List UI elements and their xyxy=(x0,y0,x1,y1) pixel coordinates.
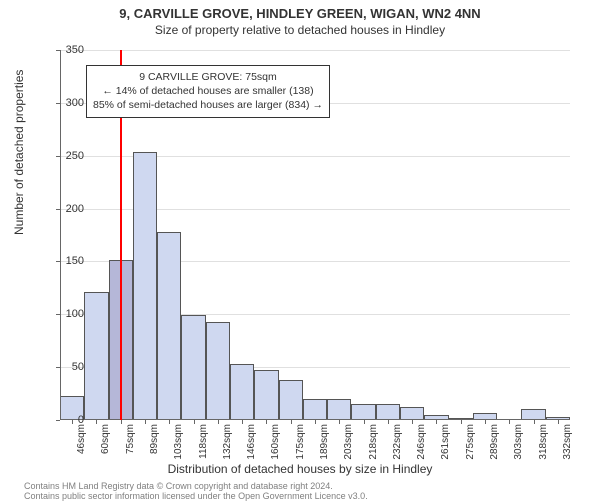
x-tick xyxy=(194,420,195,424)
x-tick-label: 275sqm xyxy=(465,424,476,460)
x-tick-label: 75sqm xyxy=(125,424,136,454)
annotation-line1: 9 CARVILLE GROVE: 75sqm xyxy=(93,70,323,84)
x-tick-label: 146sqm xyxy=(246,424,257,460)
chart-container: 9, CARVILLE GROVE, HINDLEY GREEN, WIGAN,… xyxy=(0,0,600,500)
y-tick-label: 50 xyxy=(54,361,84,373)
x-tick-label: 189sqm xyxy=(319,424,330,460)
x-tick-label: 203sqm xyxy=(343,424,354,460)
x-tick xyxy=(339,420,340,424)
x-tick-label: 332sqm xyxy=(562,424,573,460)
x-tick-label: 175sqm xyxy=(295,424,306,460)
chart-plot-area: 46sqm60sqm75sqm89sqm103sqm118sqm132sqm14… xyxy=(60,50,570,420)
y-tick-label: 0 xyxy=(54,414,84,426)
x-tick-label: 103sqm xyxy=(173,424,184,460)
x-tick xyxy=(145,420,146,424)
y-tick-label: 150 xyxy=(54,255,84,267)
y-tick-label: 200 xyxy=(54,203,84,215)
y-tick-label: 300 xyxy=(54,97,84,109)
chart-title: 9, CARVILLE GROVE, HINDLEY GREEN, WIGAN,… xyxy=(0,0,600,21)
x-tick xyxy=(461,420,462,424)
x-tick xyxy=(364,420,365,424)
x-tick xyxy=(266,420,267,424)
x-tick xyxy=(218,420,219,424)
x-tick-label: 232sqm xyxy=(392,424,403,460)
x-tick xyxy=(96,420,97,424)
x-axis-label: Distribution of detached houses by size … xyxy=(0,462,600,476)
annotation-line2: ← 14% of detached houses are smaller (13… xyxy=(93,84,323,98)
x-tick-label: 261sqm xyxy=(440,424,451,460)
x-tick-label: 89sqm xyxy=(149,424,160,454)
x-tick xyxy=(169,420,170,424)
x-tick-label: 289sqm xyxy=(489,424,500,460)
x-tick xyxy=(558,420,559,424)
y-tick-label: 100 xyxy=(54,308,84,320)
x-tick xyxy=(242,420,243,424)
x-tick xyxy=(291,420,292,424)
x-tick-label: 46sqm xyxy=(76,424,87,454)
x-tick-label: 60sqm xyxy=(100,424,111,454)
x-tick xyxy=(388,420,389,424)
x-tick xyxy=(121,420,122,424)
x-tick xyxy=(485,420,486,424)
x-tick xyxy=(412,420,413,424)
x-tick-label: 318sqm xyxy=(538,424,549,460)
annotation-line3: 85% of semi-detached houses are larger (… xyxy=(93,98,323,112)
x-tick-label: 246sqm xyxy=(416,424,427,460)
x-tick-label: 218sqm xyxy=(368,424,379,460)
y-axis-label: Number of detached properties xyxy=(12,70,26,235)
y-tick-label: 250 xyxy=(54,150,84,162)
attribution-footer: Contains HM Land Registry data © Crown c… xyxy=(24,482,368,502)
chart-subtitle: Size of property relative to detached ho… xyxy=(0,21,600,37)
y-tick-label: 350 xyxy=(54,44,84,56)
x-tick xyxy=(315,420,316,424)
x-tick-label: 118sqm xyxy=(198,424,209,459)
annotation-box: 9 CARVILLE GROVE: 75sqm ← 14% of detache… xyxy=(86,65,330,118)
x-tick-label: 303sqm xyxy=(513,424,524,460)
x-tick xyxy=(436,420,437,424)
x-tick-label: 160sqm xyxy=(270,424,281,460)
x-tick-label: 132sqm xyxy=(222,424,233,460)
x-tick xyxy=(534,420,535,424)
footer-line2: Contains public sector information licen… xyxy=(24,492,368,502)
x-tick xyxy=(509,420,510,424)
